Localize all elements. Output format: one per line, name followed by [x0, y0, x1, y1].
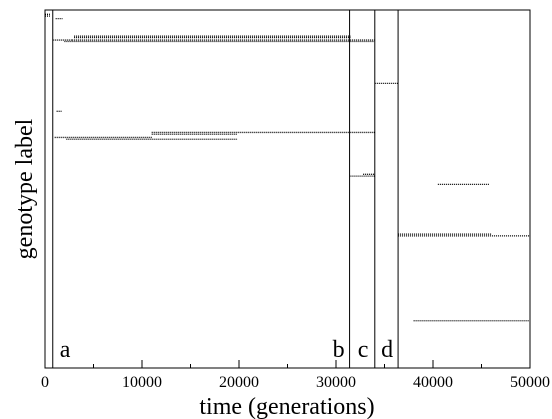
x-tick-label: 30000 [316, 374, 356, 391]
transition-label: a [60, 337, 71, 363]
transition-label: b [333, 337, 345, 363]
y-axis-label: genotype label [12, 118, 38, 259]
x-axis-label: time (generations) [199, 394, 374, 419]
transition-label: d [381, 337, 393, 363]
plot-frame [44, 9, 531, 369]
transition-label: c [358, 337, 369, 363]
x-tick-label: 10000 [122, 374, 162, 391]
x-tick-label: 0 [41, 374, 49, 391]
x-tick-label: 20000 [219, 374, 259, 391]
data-layer [45, 13, 530, 322]
x-tick-label: 50000 [510, 374, 550, 391]
x-tick-label: 40000 [413, 374, 453, 391]
x-axis-ticks: 0 10000 20000 30000 40000 50000 [41, 360, 550, 391]
